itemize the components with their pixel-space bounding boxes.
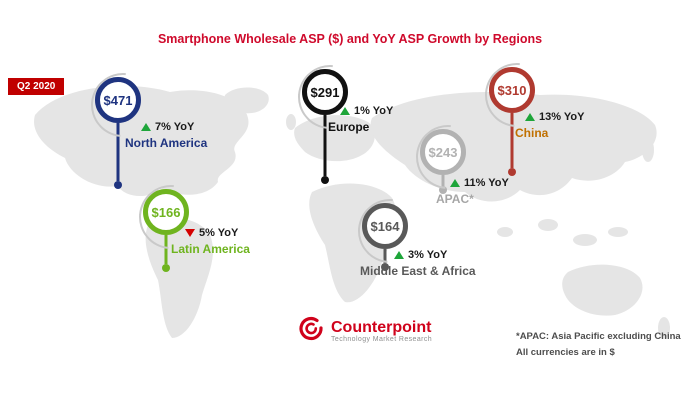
pin-stem [323, 115, 327, 176]
yoy-growth-text: 5% YoY [199, 227, 239, 239]
asp-value-circle: $243 [420, 129, 466, 175]
region-label: Latin America [171, 242, 250, 256]
asp-value: $166 [151, 204, 181, 220]
yoy-growth-text: 11% YoY [464, 177, 509, 189]
down-arrow-icon [185, 229, 195, 237]
up-arrow-icon [450, 179, 460, 187]
pin-stem [116, 123, 120, 181]
asp-value-circle: $291 [302, 69, 348, 115]
marker-latin-america: $166 5% YoY Latin America [143, 189, 250, 272]
region-label: APAC* [436, 192, 474, 206]
region-label: Europe [328, 120, 370, 134]
region-meta: 1% YoY Europe [328, 105, 393, 134]
region-label: North America [125, 136, 208, 150]
marker-china: $310 13% YoY China [489, 67, 584, 176]
yoy-growth-text: 1% YoY [354, 105, 394, 117]
region-meta: 11% YoY APAC* [436, 177, 509, 206]
yoy-growth: 13% YoY [525, 111, 584, 123]
logo-tagline: Technology Market Research [331, 335, 433, 343]
yoy-growth: 1% YoY [340, 105, 393, 117]
asp-value: $471 [103, 92, 133, 108]
pin-stem [383, 249, 387, 263]
asp-value: $243 [428, 144, 458, 160]
counterpoint-logo: Counterpoint Technology Market Research [298, 315, 432, 346]
up-arrow-icon [340, 107, 350, 115]
footnote-currency: All currencies are in $ [516, 347, 615, 358]
marker-north-america: $471 7% YoY North America [95, 77, 207, 189]
up-arrow-icon [525, 113, 535, 121]
period-badge: Q2 2020 [8, 78, 65, 95]
yoy-growth: 11% YoY [450, 177, 509, 189]
region-meta: 13% YoY China [515, 111, 584, 140]
yoy-growth: 3% YoY [394, 249, 476, 261]
footnotes: *APAC: Asia Pacific excluding China All … [516, 329, 681, 361]
asp-value: $310 [497, 82, 527, 98]
pin-dot [321, 176, 329, 184]
yoy-growth-text: 13% YoY [539, 111, 585, 123]
footnote-apac: *APAC: Asia Pacific excluding China [516, 331, 681, 342]
region-meta: 7% YoY North America [125, 121, 207, 150]
counterpoint-logo-icon [298, 315, 324, 346]
asp-value-circle: $471 [95, 77, 141, 123]
asp-value: $291 [310, 84, 340, 100]
asp-value-circle: $310 [489, 67, 535, 113]
asp-value: $164 [370, 218, 400, 234]
pin-dot [508, 168, 516, 176]
pin-stem [164, 235, 168, 264]
up-arrow-icon [141, 123, 151, 131]
marker-apac: $243 11% YoY APAC* [420, 129, 509, 206]
region-meta: 5% YoY Latin America [171, 227, 250, 256]
yoy-growth-text: 3% YoY [408, 249, 448, 261]
yoy-growth-text: 7% YoY [155, 121, 195, 133]
logo-name: Counterpoint [331, 318, 432, 336]
asp-value-circle: $166 [143, 189, 189, 235]
pin-stem [510, 113, 514, 168]
yoy-growth: 7% YoY [141, 121, 207, 133]
marker-europe: $291 1% YoY Europe [302, 69, 393, 184]
pin-dot [439, 186, 447, 194]
pin-stem [441, 175, 445, 186]
pin-dot [381, 263, 389, 271]
pin-dot [162, 264, 170, 272]
region-label: Middle East & Africa [360, 264, 476, 278]
chart-title: Smartphone Wholesale ASP ($) and YoY ASP… [157, 32, 543, 46]
up-arrow-icon [394, 251, 404, 259]
region-label: China [515, 126, 549, 140]
pin-dot [114, 181, 122, 189]
region-meta: 3% YoY Middle East & Africa [360, 249, 476, 278]
marker-middle-east-africa: $164 3% YoY Middle East & Africa [360, 203, 476, 278]
asp-value-circle: $164 [362, 203, 408, 249]
yoy-growth: 5% YoY [185, 227, 250, 239]
